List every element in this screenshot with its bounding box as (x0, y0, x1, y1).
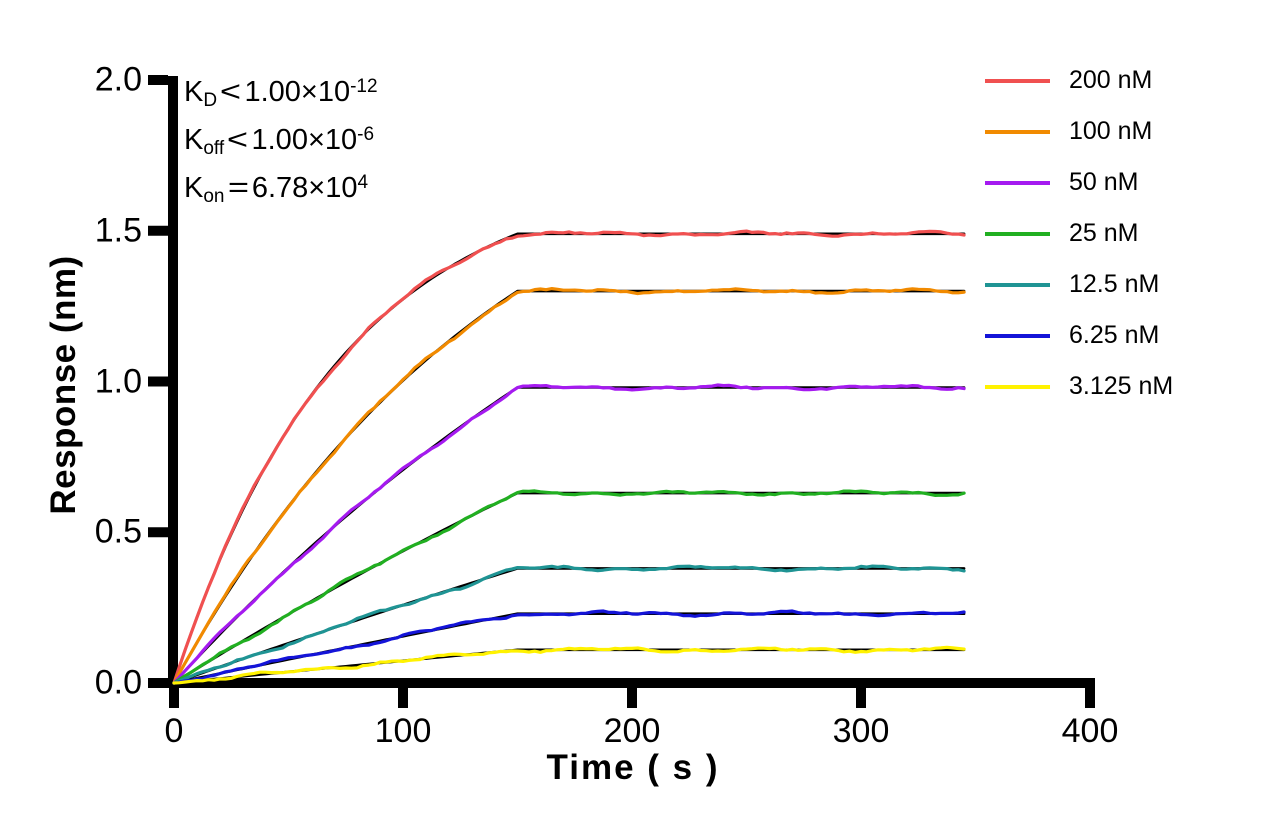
legend-label: 25 nM (1069, 219, 1139, 247)
y-tick-label: 2.0 (94, 60, 142, 99)
koff-annotation: Koff <1.00×10-6 (184, 123, 375, 160)
legend-swatch (985, 180, 1050, 185)
legend-label: 3.125 nM (1069, 372, 1174, 400)
legend-swatch (985, 129, 1050, 134)
legend-item-100nM: 100 nM (985, 117, 1173, 145)
legend-swatch (985, 231, 1050, 236)
fit-line-100nM (172, 289, 966, 685)
legend-label: 100 nM (1069, 117, 1153, 145)
fit-line-50nM (172, 386, 966, 685)
y-tick (148, 376, 168, 387)
legend-item-50nM: 50 nM (985, 168, 1173, 196)
y-tick (148, 678, 168, 688)
legend-item-200nM: 200 nM (985, 66, 1173, 94)
x-tick (398, 688, 408, 708)
legend-label: 6.25 nM (1069, 321, 1160, 349)
legend-swatch (985, 384, 1050, 389)
x-tick (1085, 688, 1095, 708)
legend-item-6.25nM: 6.25 nM (985, 321, 1173, 349)
legend-swatch (985, 78, 1050, 83)
x-tick (627, 688, 637, 708)
x-tick-label: 0 (164, 712, 184, 750)
kd-annotation: KD <1.00×10-12 (184, 75, 378, 112)
legend-label: 50 nM (1069, 168, 1139, 196)
legend: 200 nM 100 nM 50 nM 25 nM 12.5 nM 6.25 nM 3.12… (985, 66, 1174, 424)
fit-line-12.5nM (172, 567, 966, 685)
y-tick (148, 75, 168, 85)
y-axis-line (168, 76, 178, 688)
legend-item-3.125nM: 3.125 nM (985, 372, 1174, 400)
x-tick (169, 688, 179, 708)
fit-line-25nM (172, 491, 966, 685)
legend-item-25nM: 25 nM (985, 219, 1173, 247)
trace-25nM (172, 489, 966, 685)
legend-swatch (985, 282, 1050, 287)
x-tick-label: 300 (832, 712, 890, 750)
trace-6.25nM (172, 609, 966, 685)
kinetics-annotation: KD <1.00×10-12 Koff <1.00×10-6 Kon = 6.78×10… (184, 70, 378, 214)
legend-label: 12.5 nM (1069, 270, 1160, 298)
trace-12.5nM (172, 564, 966, 685)
trace-50nM (172, 383, 966, 685)
x-tick-label: 100 (374, 712, 432, 750)
y-tick-label: 0.5 (94, 512, 142, 551)
legend-label: 200 nM (1069, 66, 1153, 94)
legend-item-12.5nM: 12.5 nM (985, 270, 1173, 298)
x-tick (856, 688, 866, 708)
y-tick (148, 225, 168, 236)
y-tick-label: 0.0 (94, 663, 142, 702)
trace-200nM (172, 229, 966, 685)
kon-annotation: Kon = 6.78×104 (184, 171, 369, 208)
legend-swatch (985, 333, 1050, 338)
trace-3.125nM (172, 645, 966, 685)
x-tick-label: 400 (1061, 712, 1119, 750)
x-axis-title: Time ( s ) (546, 748, 720, 787)
x-tick-label: 200 (603, 712, 661, 750)
y-tick-label: 1.0 (94, 362, 142, 400)
y-tick-label: 1.5 (94, 211, 142, 250)
x-axis-line (168, 678, 1095, 688)
trace-100nM (172, 287, 966, 685)
y-tick (148, 527, 168, 538)
